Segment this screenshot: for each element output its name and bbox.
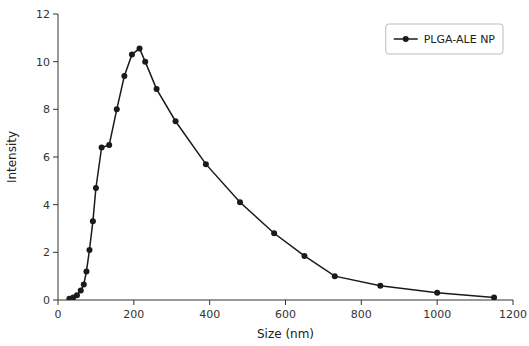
point (90, 218, 96, 224)
x-tick-label: 400 (199, 308, 220, 321)
point (491, 295, 497, 300)
y-tick (53, 204, 58, 205)
point (203, 161, 209, 167)
point (301, 253, 307, 259)
point (114, 106, 120, 112)
point (78, 287, 84, 293)
point (121, 73, 127, 79)
y-tick-label: 6 (43, 151, 50, 164)
legend-box (386, 24, 503, 54)
legend-label: PLGA-ALE NP (424, 33, 496, 46)
point (332, 273, 338, 279)
x-tick-label: 800 (351, 308, 372, 321)
y-tick-label: 4 (43, 199, 50, 212)
chart: 0 200 400 600 800 1000 1200 0 2 4 6 8 10 12 Size (nm) I… (0, 0, 529, 346)
legend-marker (403, 36, 409, 42)
x-tick (513, 300, 514, 305)
point (74, 292, 80, 298)
y-axis-label: Intensity (5, 131, 19, 183)
y-tick (53, 61, 58, 62)
x-tick (133, 300, 134, 305)
y-tick (53, 300, 58, 301)
y-tick-label: 0 (43, 294, 50, 307)
x-tick-label: 600 (275, 308, 296, 321)
x-tick-label: 0 (55, 308, 62, 321)
point (129, 52, 135, 58)
plot-area (66, 46, 497, 300)
point (271, 230, 277, 236)
y-tick-label: 2 (43, 246, 50, 259)
y-tick-label: 8 (43, 103, 50, 116)
point (106, 142, 112, 148)
x-tick (209, 300, 210, 305)
x-tick (361, 300, 362, 305)
point (93, 185, 99, 191)
x-tick (437, 300, 438, 305)
x-tick-label: 200 (123, 308, 144, 321)
x-tick (58, 300, 59, 305)
point (237, 199, 243, 205)
point (83, 268, 89, 274)
point (99, 144, 105, 150)
point (173, 118, 179, 124)
point (81, 282, 87, 288)
line (69, 49, 494, 299)
point (137, 46, 143, 52)
point (154, 86, 160, 92)
x-tick-label: 1200 (499, 308, 527, 321)
y-tick (53, 109, 58, 110)
point (434, 290, 440, 296)
x-axis-label: Size (nm) (257, 327, 314, 341)
legend: PLGA-ALE NP (386, 24, 503, 54)
point (86, 247, 92, 253)
point (142, 59, 148, 65)
x-tick-label: 1000 (423, 308, 451, 321)
y-tick-label: 12 (36, 8, 50, 21)
y-tick (53, 157, 58, 158)
y-tick-label: 10 (36, 56, 50, 69)
y-tick (53, 252, 58, 253)
y-tick (53, 14, 58, 15)
point (377, 283, 383, 289)
x-tick (285, 300, 286, 305)
